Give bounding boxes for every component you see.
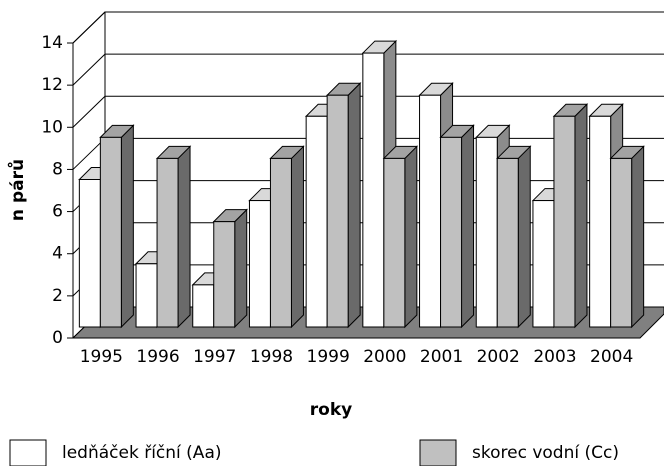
x-tick-label: 1998 bbox=[250, 347, 293, 367]
y-tick-label: 6 bbox=[52, 202, 63, 222]
bar-face bbox=[419, 94, 442, 328]
bar bbox=[325, 82, 362, 329]
bar bbox=[212, 208, 248, 329]
legend-swatch bbox=[9, 439, 47, 466]
x-tick-label: 1996 bbox=[136, 347, 179, 367]
bar-face bbox=[192, 284, 215, 328]
bar bbox=[269, 145, 305, 329]
bar-face bbox=[631, 145, 645, 329]
bar-face bbox=[574, 103, 588, 329]
bar-face bbox=[496, 157, 519, 328]
bar-face bbox=[326, 94, 349, 328]
bar-face bbox=[440, 136, 463, 328]
grid-line bbox=[72, 95, 106, 128]
bar-face bbox=[177, 145, 191, 329]
bar bbox=[439, 124, 475, 329]
y-axis-title: n párů bbox=[6, 159, 28, 221]
legend-label: skorec vodní (Cc) bbox=[472, 443, 619, 463]
bar-face bbox=[213, 221, 236, 328]
y-tick-label: 2 bbox=[52, 286, 63, 306]
bar bbox=[552, 103, 589, 329]
grid-line bbox=[72, 11, 106, 44]
bar-face bbox=[347, 82, 361, 329]
bar bbox=[609, 145, 645, 329]
y-tick-label: 12 bbox=[41, 75, 63, 95]
y-tick-label: 4 bbox=[52, 244, 63, 264]
x-tick-label: 2004 bbox=[590, 347, 633, 367]
grid-line bbox=[72, 53, 106, 86]
bar-face bbox=[553, 115, 576, 328]
legend-swatch bbox=[419, 439, 457, 466]
bar-face bbox=[532, 200, 555, 328]
bar-face bbox=[269, 157, 292, 328]
bar-face bbox=[475, 136, 498, 328]
y-tick-label: 10 bbox=[41, 117, 63, 137]
x-axis-title: roky bbox=[310, 400, 352, 420]
bar-face bbox=[99, 136, 122, 328]
bar-face bbox=[78, 179, 101, 328]
bar-face bbox=[290, 145, 304, 329]
bar bbox=[382, 145, 419, 329]
x-tick-label: 1995 bbox=[80, 347, 123, 367]
x-tick-label: 1997 bbox=[193, 347, 236, 367]
x-tick-label: 2002 bbox=[477, 347, 520, 367]
bar bbox=[496, 145, 532, 329]
x-tick-label: 2003 bbox=[533, 347, 576, 367]
bar bbox=[155, 145, 192, 329]
x-tick-label: 2000 bbox=[363, 347, 406, 367]
bar bbox=[99, 124, 135, 329]
bar-face bbox=[234, 208, 248, 329]
bar-face bbox=[362, 52, 385, 328]
bar-face bbox=[383, 157, 406, 328]
bar-face bbox=[610, 157, 633, 328]
bar-face bbox=[404, 145, 418, 329]
bar-face bbox=[461, 124, 475, 329]
bar-face bbox=[248, 200, 271, 328]
y-tick-label: 0 bbox=[52, 328, 63, 348]
bar-face bbox=[589, 115, 612, 328]
bar-face bbox=[156, 157, 179, 328]
grid-line bbox=[72, 138, 106, 170]
legend-label: ledňáček říční (Aa) bbox=[62, 443, 222, 463]
bar-face bbox=[120, 124, 134, 329]
bar-face bbox=[517, 145, 531, 329]
y-tick-label: 8 bbox=[52, 159, 63, 179]
x-tick-label: 2001 bbox=[420, 347, 463, 367]
y-tick-label: 14 bbox=[41, 33, 63, 53]
x-tick-label: 1999 bbox=[307, 347, 350, 367]
bar-face bbox=[305, 115, 328, 328]
bar-face bbox=[135, 263, 158, 328]
